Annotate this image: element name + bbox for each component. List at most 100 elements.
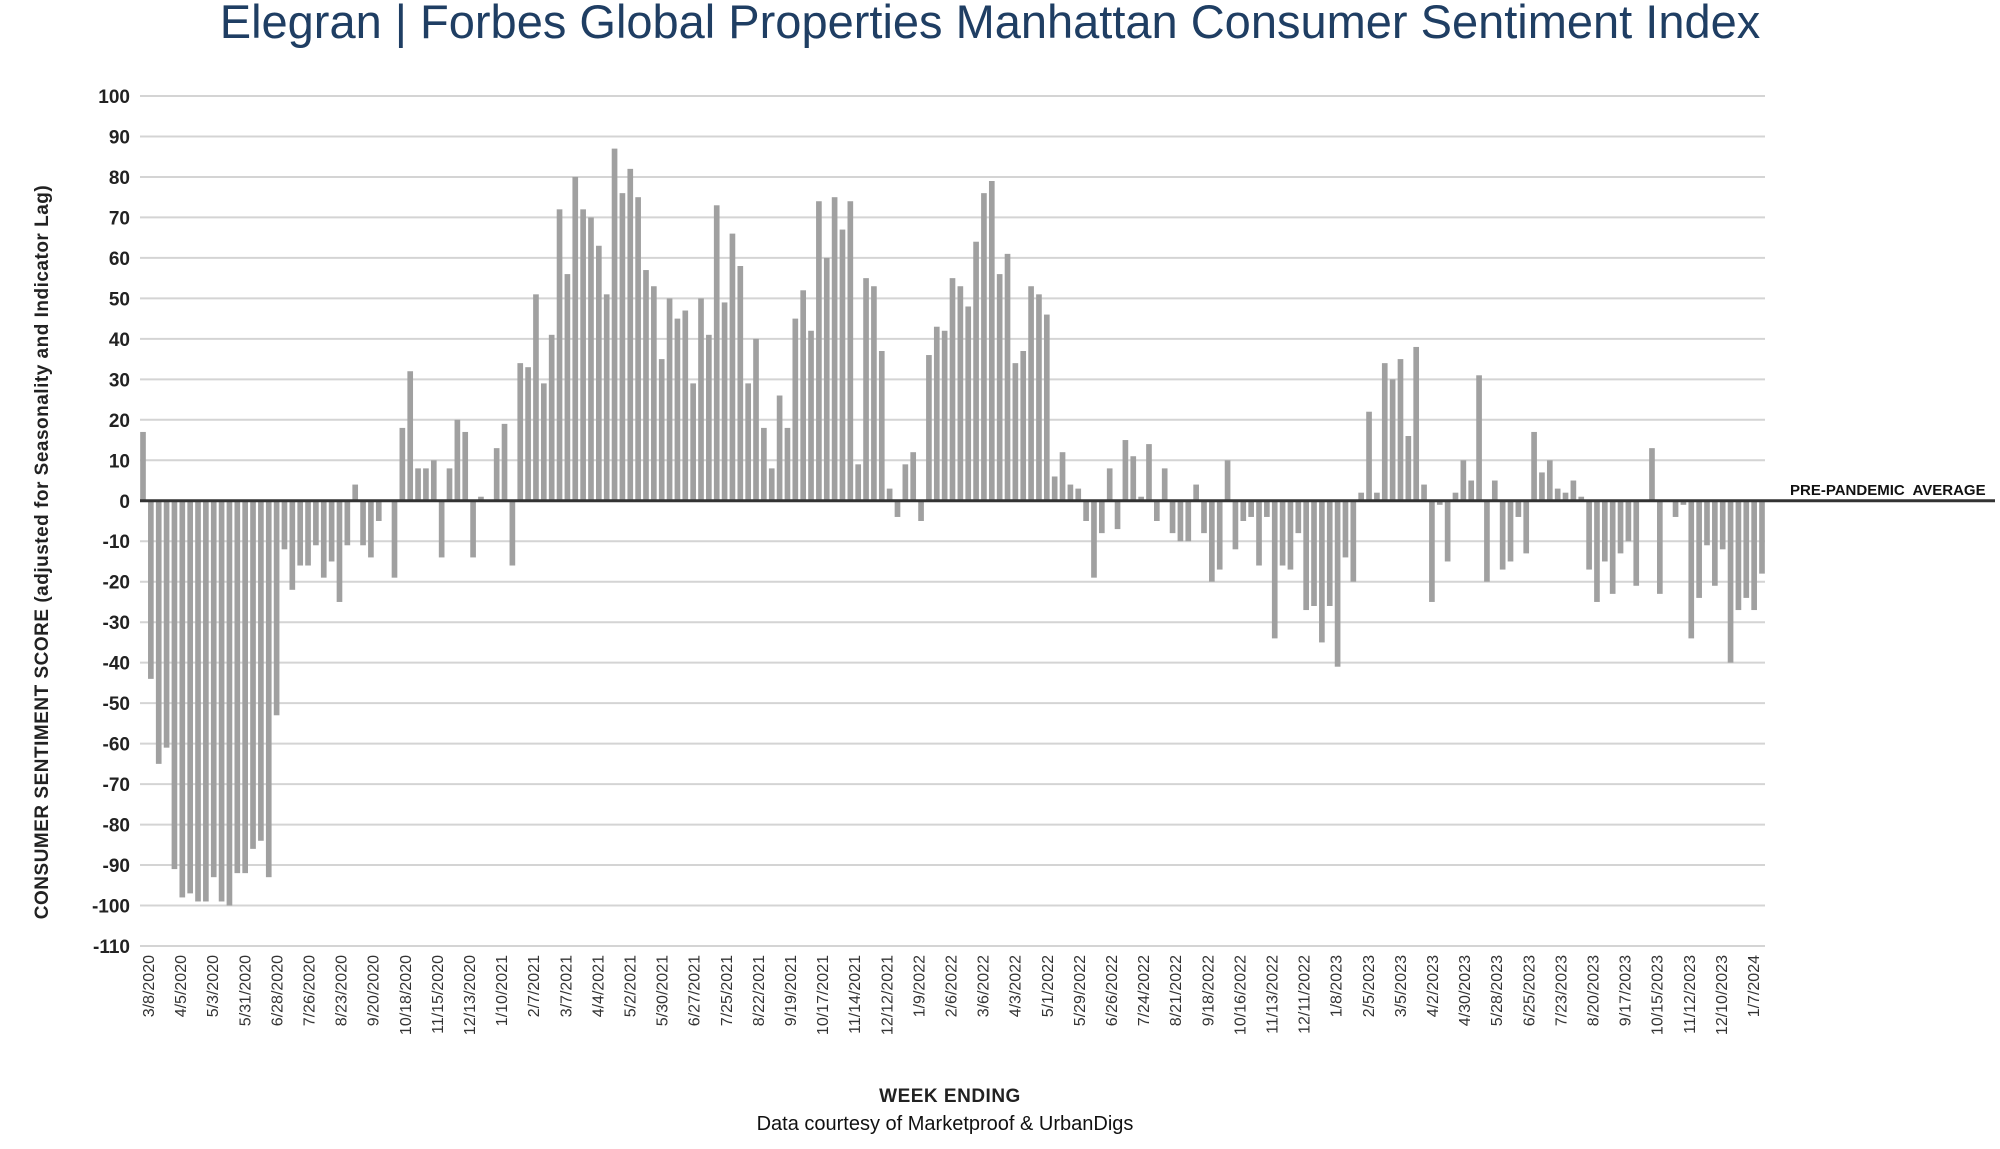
bar [1350, 500, 1357, 582]
bar [1358, 492, 1365, 501]
bar [1177, 500, 1184, 542]
gridlines [140, 95, 1765, 947]
bar [210, 500, 217, 878]
y-tick-label: 90 [109, 127, 130, 148]
x-tick-label: 12/13/2020 [462, 955, 479, 1035]
bar [1727, 500, 1734, 663]
bar [1696, 500, 1702, 598]
y-tick-label: -50 [103, 694, 130, 715]
bar [430, 460, 437, 501]
x-tick-label: 10/18/2020 [398, 955, 415, 1035]
bar [1319, 500, 1325, 643]
bar [1413, 346, 1420, 501]
bar [1460, 460, 1467, 501]
bar [399, 427, 406, 501]
x-tick-label: 2/5/2023 [1361, 955, 1378, 1017]
bar [242, 500, 248, 874]
x-tick-label: 6/27/2021 [687, 955, 704, 1026]
bar [682, 310, 689, 501]
x-tick-label: 11/12/2023 [1682, 955, 1699, 1034]
y-tick-label: -10 [103, 532, 130, 553]
bar [1240, 500, 1247, 521]
x-tick-label: 10/16/2022 [1232, 955, 1249, 1035]
bar [1704, 500, 1710, 546]
bar [981, 193, 987, 501]
bar [478, 496, 484, 501]
x-tick-label: 2/6/2022 [944, 955, 961, 1017]
bar [533, 294, 539, 501]
bar [391, 500, 398, 578]
bar [203, 500, 209, 902]
bar [1279, 500, 1286, 566]
bar [1649, 448, 1655, 501]
bar [886, 488, 893, 501]
bar [737, 266, 744, 501]
bar [729, 233, 736, 501]
x-tick-label: 1/7/2024 [1746, 955, 1763, 1017]
bar [163, 500, 170, 748]
bar [1209, 500, 1215, 582]
bar [745, 383, 751, 501]
bar [698, 298, 704, 501]
bar [816, 201, 822, 501]
bar [839, 229, 846, 501]
bar [706, 334, 712, 501]
bar [1122, 440, 1129, 501]
bar [305, 500, 311, 566]
bar [525, 367, 531, 501]
x-tick-label: 3/5/2023 [1393, 955, 1410, 1017]
bar [988, 181, 995, 501]
bar [761, 427, 767, 501]
bar [1036, 294, 1042, 501]
bar [438, 500, 445, 558]
x-tick-label: 5/30/2021 [655, 955, 672, 1026]
bar [1154, 500, 1160, 521]
bar [1067, 484, 1074, 501]
bar [1625, 500, 1632, 542]
bar [1405, 436, 1412, 501]
x-tick-label: 2/7/2021 [526, 955, 543, 1017]
bar [1657, 500, 1663, 594]
bar [1051, 476, 1058, 501]
bar [1499, 500, 1506, 570]
bars [140, 148, 1765, 906]
bar [1185, 500, 1192, 542]
x-tick-label: 11/15/2020 [430, 955, 447, 1034]
bar [855, 464, 862, 501]
bar [1146, 444, 1152, 501]
y-tick-label: -80 [103, 816, 130, 837]
y-tick-label: 0 [119, 492, 130, 513]
bar [446, 468, 453, 501]
bar [1083, 500, 1089, 521]
bar [1138, 496, 1144, 501]
bar [1381, 363, 1388, 501]
bar [1326, 500, 1333, 606]
bar [540, 383, 547, 501]
bar [218, 500, 225, 902]
bar [965, 306, 972, 501]
y-axis-ticks: 1009080706050403020100-10-20-30-40-50-60… [92, 87, 130, 958]
x-tick-label: 4/5/2020 [173, 955, 190, 1017]
bar [226, 500, 233, 906]
x-tick-label: 12/11/2022 [1297, 955, 1314, 1034]
bar [155, 500, 162, 764]
bar [580, 209, 586, 501]
bar [1601, 500, 1608, 562]
x-tick-label: 10/15/2023 [1650, 955, 1667, 1035]
bar [1531, 431, 1537, 501]
bar [823, 257, 830, 501]
y-tick-label: 80 [109, 168, 130, 189]
bar [1735, 500, 1742, 611]
bar [1468, 480, 1475, 501]
bar [556, 209, 563, 501]
y-tick-label: 40 [109, 330, 130, 351]
bar [1020, 351, 1027, 501]
bar [713, 205, 720, 501]
bar [1633, 500, 1640, 586]
bar [297, 500, 304, 566]
x-tick-label: 9/18/2022 [1200, 955, 1217, 1026]
bar [1570, 480, 1577, 501]
bar [776, 395, 783, 501]
bar [1264, 500, 1270, 517]
y-tick-label: 60 [109, 249, 130, 270]
